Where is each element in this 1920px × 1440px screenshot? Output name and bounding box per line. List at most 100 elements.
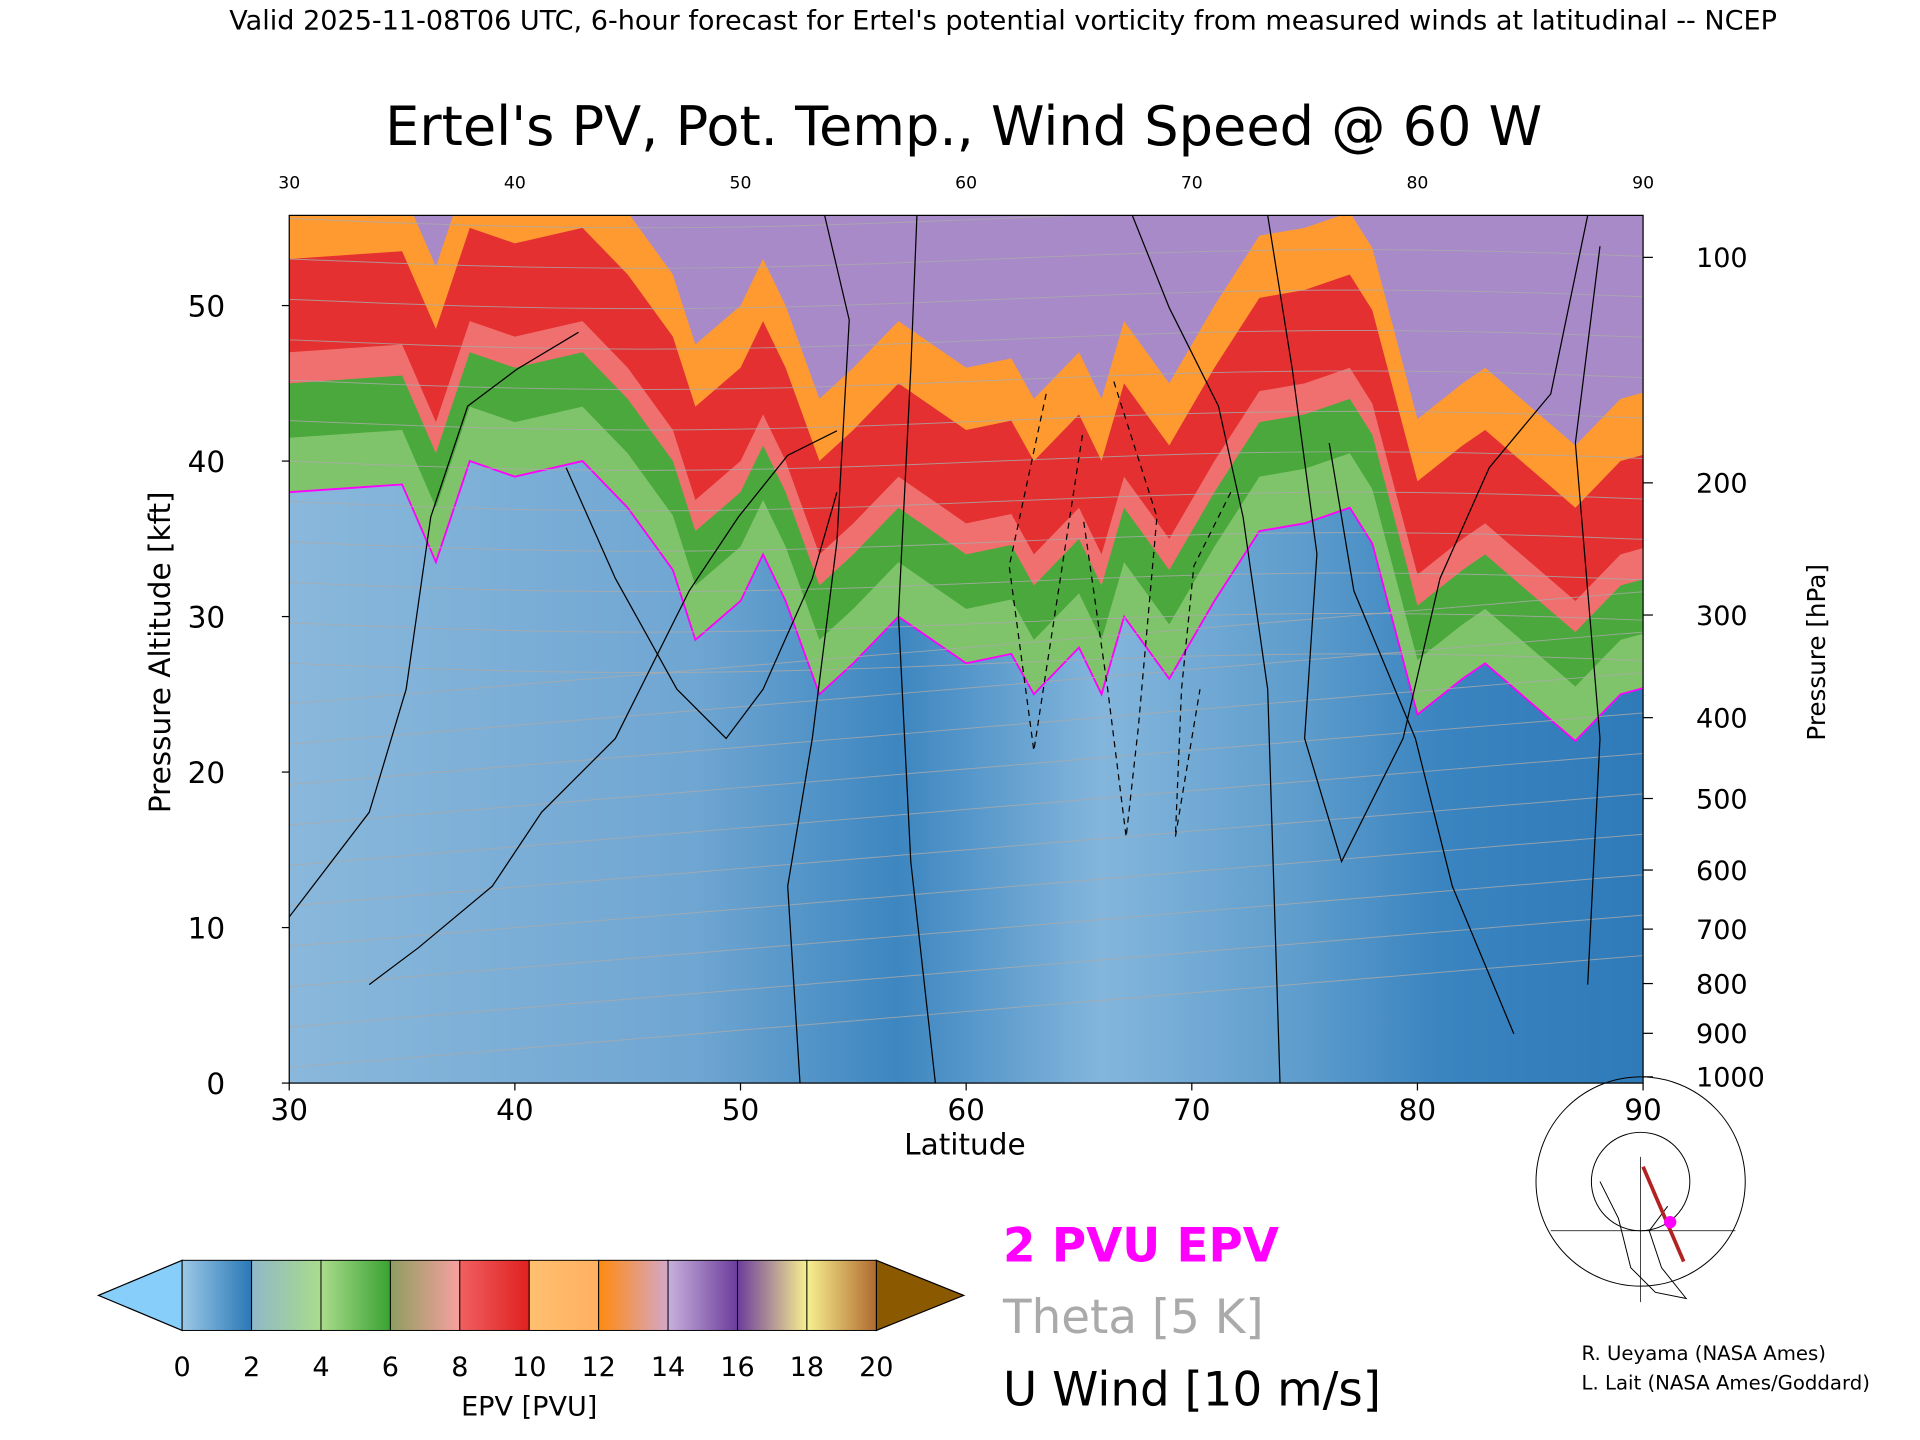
colorbar-tick-label: 2 xyxy=(243,1352,260,1383)
colorbar-segment xyxy=(528,1259,600,1331)
x-tick-label: 70 xyxy=(1173,1093,1211,1127)
x-top-tick-label: 90 xyxy=(1632,173,1654,193)
plot-area xyxy=(289,215,1644,1084)
wind-contour xyxy=(1131,215,1281,1084)
theta-contour xyxy=(289,955,1644,1069)
legend-pv: 2 PVU EPV xyxy=(1003,1220,1279,1274)
pressure-tick-label: 500 xyxy=(1696,784,1748,815)
theta-contour xyxy=(289,874,1644,988)
x-tick-label: 90 xyxy=(1624,1093,1662,1127)
x-top-tick-label: 60 xyxy=(955,173,977,193)
colorbar-segment xyxy=(598,1259,669,1331)
theta-contour xyxy=(289,752,1644,866)
y-tick-label: 20 xyxy=(188,756,226,790)
header-text: Valid 2025-11-08T06 UTC, 6-hour forecast… xyxy=(229,6,1777,37)
theta-contour xyxy=(289,591,1644,705)
y-tick-label: 50 xyxy=(188,290,226,324)
theta-contour xyxy=(289,833,1644,947)
chart-title: Ertel's PV, Pot. Temp., Wind Speed @ 60 … xyxy=(385,95,1542,158)
pressure-tick-label: 900 xyxy=(1696,1019,1748,1050)
pressure-tick-label: 100 xyxy=(1696,243,1748,274)
theta-contour xyxy=(289,793,1644,907)
y2-axis-label: Pressure [hPa] xyxy=(1802,564,1831,741)
colorbar-label: EPV [PVU] xyxy=(461,1391,597,1422)
theta-contour xyxy=(289,672,1644,785)
wind-contour xyxy=(1267,215,1589,864)
theta-contour xyxy=(289,410,1644,431)
x-top-tick-label: 50 xyxy=(730,173,752,193)
wind-contour-negative xyxy=(1008,393,1084,751)
legend-wind: U Wind [10 m/s] xyxy=(1003,1364,1381,1418)
colorbar-tick-label: 12 xyxy=(581,1352,615,1383)
theta-contour xyxy=(289,631,1644,745)
colorbar-segment xyxy=(806,1259,877,1331)
colorbar-segment xyxy=(181,1259,253,1331)
colorbar-segment xyxy=(459,1259,530,1331)
theta-contour xyxy=(289,532,1644,552)
credit-1: R. Ueyama (NASA Ames) xyxy=(1582,1342,1826,1365)
theta-contour xyxy=(289,491,1644,512)
theta-contour xyxy=(289,653,1644,673)
pressure-tick-label: 700 xyxy=(1696,915,1748,946)
pressure-tick-label: 600 xyxy=(1696,856,1748,887)
wind-contour xyxy=(289,331,579,918)
x-tick-label: 30 xyxy=(270,1093,308,1127)
x-top-tick-label: 80 xyxy=(1406,173,1428,193)
pv-2pvu-contour xyxy=(289,459,1644,743)
theta-contour xyxy=(289,329,1644,350)
colorbar-segment xyxy=(667,1259,738,1331)
legend-theta: Theta [5 K] xyxy=(1002,1291,1264,1345)
colorbar-tick-label: 0 xyxy=(174,1352,191,1383)
theta-contour xyxy=(289,215,1644,229)
wind-contour xyxy=(787,215,850,1084)
pv-band-purple xyxy=(413,215,1644,446)
y-tick-label: 40 xyxy=(188,445,226,479)
colorbar-tick-label: 18 xyxy=(790,1352,824,1383)
theta-contour xyxy=(289,370,1644,391)
wind-contour xyxy=(1328,442,1515,1035)
pressure-tick-label: 300 xyxy=(1696,601,1748,632)
y-axis-label: Pressure Altitude [kft] xyxy=(143,491,177,813)
wind-contour-negative xyxy=(1174,492,1232,838)
pressure-tick-label: 400 xyxy=(1696,703,1748,734)
colorbar-segment xyxy=(736,1259,808,1331)
colorbar-segment xyxy=(389,1259,461,1331)
wind-contour xyxy=(1574,246,1601,985)
locator-map xyxy=(1535,1076,1746,1303)
colorbar-under-triangle xyxy=(96,1259,183,1332)
x-tick-label: 60 xyxy=(947,1093,985,1127)
x-tick-label: 40 xyxy=(496,1093,534,1127)
colorbar-tick-label: 4 xyxy=(312,1352,329,1383)
theta-contour xyxy=(289,613,1644,633)
colorbar-tick-label: 14 xyxy=(651,1352,685,1383)
x-tick-label: 50 xyxy=(722,1093,760,1127)
wind-contour xyxy=(565,467,838,740)
y-tick-label: 10 xyxy=(188,912,226,946)
colorbar-tick-label: 8 xyxy=(451,1352,468,1383)
y-tick-label: 30 xyxy=(188,601,226,635)
colorbar-tick-label: 6 xyxy=(382,1352,399,1383)
colorbar-segment xyxy=(320,1259,391,1331)
colorbar-tick-label: 10 xyxy=(512,1352,546,1383)
colorbar-tick-label: 20 xyxy=(859,1352,893,1383)
pressure-tick-label: 200 xyxy=(1696,469,1748,500)
pressure-tick-label: 800 xyxy=(1696,969,1748,1000)
y-tick-label: 0 xyxy=(206,1067,225,1101)
theta-contour xyxy=(289,572,1644,593)
wind-contour xyxy=(897,215,936,1084)
x-top-tick-label: 30 xyxy=(278,173,300,193)
theta-contour xyxy=(289,289,1644,310)
colorbar-segment xyxy=(251,1259,322,1331)
x-tick-label: 80 xyxy=(1399,1093,1437,1127)
colorbar-tick-label: 16 xyxy=(720,1352,754,1383)
x-top-tick-label: 40 xyxy=(504,173,526,193)
pressure-tick-label: 1000 xyxy=(1696,1063,1765,1094)
colorbar-over-triangle xyxy=(875,1259,966,1332)
x-axis-label: Latitude xyxy=(904,1127,1025,1161)
theta-contour xyxy=(289,249,1644,269)
x-top-tick-label: 70 xyxy=(1181,173,1203,193)
theta-contour xyxy=(289,914,1644,1028)
theta-contour xyxy=(289,451,1644,471)
